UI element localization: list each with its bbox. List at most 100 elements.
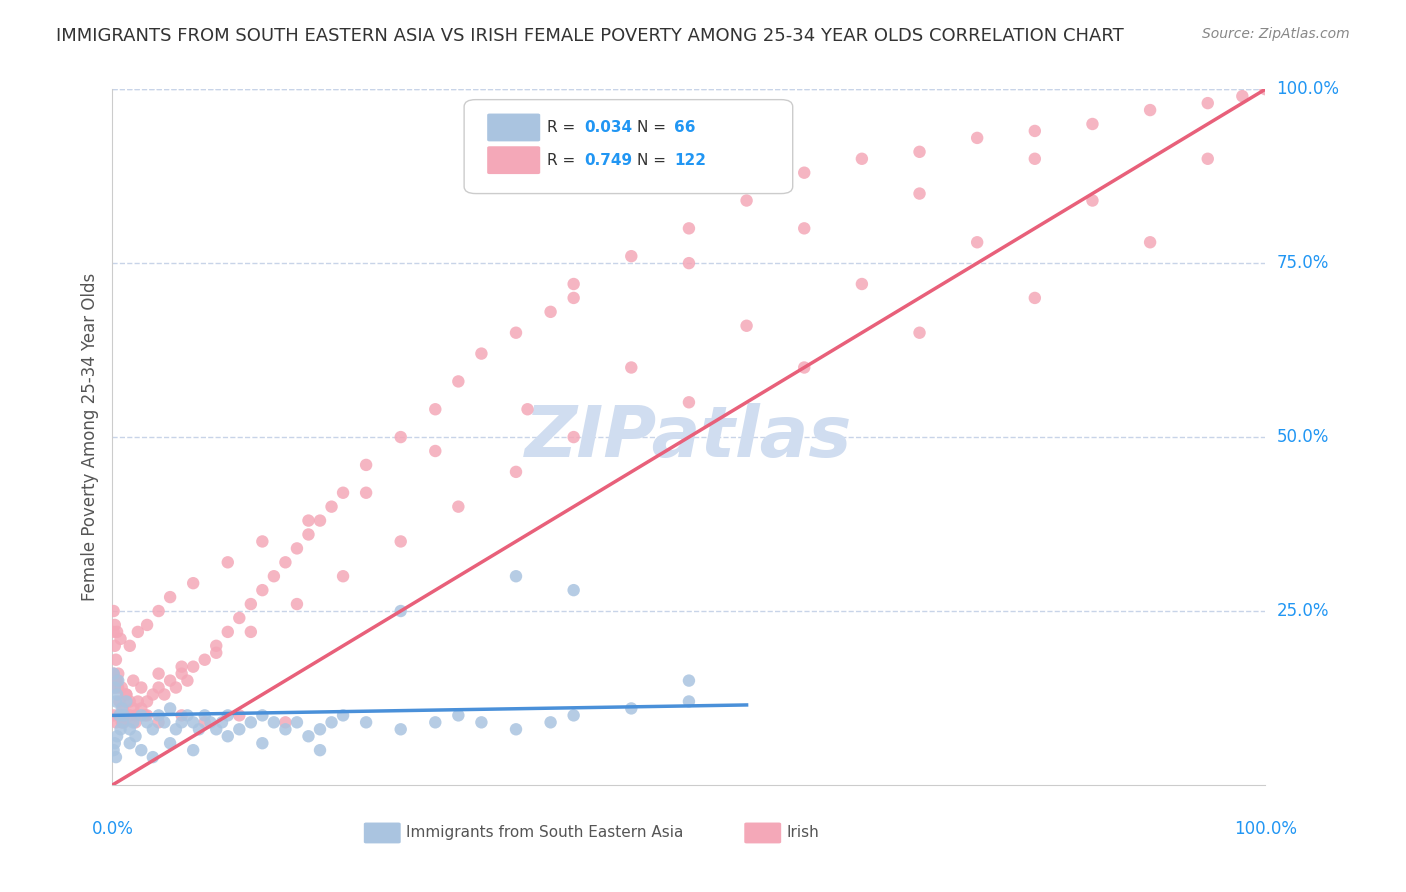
Immigrants from South Eastern Asia [297, 729, 319, 743]
Irish [678, 221, 700, 235]
Irish [115, 688, 138, 702]
Irish [122, 673, 145, 688]
Irish [470, 346, 492, 360]
Text: N =: N = [637, 153, 671, 168]
Irish [104, 681, 127, 695]
Immigrants from South Eastern Asia [105, 729, 128, 743]
Irish [793, 360, 815, 375]
Immigrants from South Eastern Asia [148, 708, 170, 723]
Irish [194, 715, 217, 730]
Text: 75.0%: 75.0% [1277, 254, 1329, 272]
Y-axis label: Female Poverty Among 25-34 Year Olds: Female Poverty Among 25-34 Year Olds [80, 273, 98, 601]
Irish [118, 708, 141, 723]
Immigrants from South Eastern Asia [115, 694, 138, 708]
Immigrants from South Eastern Asia [620, 701, 643, 715]
Irish [239, 624, 262, 639]
Immigrants from South Eastern Asia [285, 715, 308, 730]
Irish [104, 639, 127, 653]
Irish [142, 688, 165, 702]
Irish [354, 485, 377, 500]
Irish [1024, 124, 1046, 138]
Irish [136, 694, 159, 708]
Irish [793, 166, 815, 180]
Immigrants from South Eastern Asia [389, 604, 412, 618]
FancyBboxPatch shape [464, 100, 793, 194]
Immigrants from South Eastern Asia [239, 715, 262, 730]
Immigrants from South Eastern Asia [354, 715, 377, 730]
Irish [389, 534, 412, 549]
Irish [112, 708, 135, 723]
Irish [176, 673, 198, 688]
Irish [1081, 194, 1104, 208]
Immigrants from South Eastern Asia [188, 723, 211, 737]
Irish [332, 569, 354, 583]
Text: R =: R = [547, 153, 581, 168]
Immigrants from South Eastern Asia [505, 723, 527, 737]
Text: Immigrants from South Eastern Asia: Immigrants from South Eastern Asia [406, 825, 683, 839]
Irish [108, 694, 131, 708]
Irish [252, 583, 274, 598]
Irish [425, 402, 447, 417]
Irish [274, 555, 297, 569]
Irish [285, 541, 308, 556]
Immigrants from South Eastern Asia [111, 701, 134, 715]
Irish [103, 604, 125, 618]
Immigrants from South Eastern Asia [159, 736, 181, 750]
Irish [148, 715, 170, 730]
Immigrants from South Eastern Asia [228, 723, 250, 737]
Immigrants from South Eastern Asia [176, 708, 198, 723]
Irish [1081, 117, 1104, 131]
Immigrants from South Eastern Asia [263, 715, 285, 730]
Irish [678, 395, 700, 409]
Irish [134, 708, 156, 723]
Irish [111, 701, 134, 715]
Irish [793, 221, 815, 235]
Immigrants from South Eastern Asia [447, 708, 470, 723]
Irish [110, 708, 132, 723]
Irish [263, 569, 285, 583]
Immigrants from South Eastern Asia [111, 715, 134, 730]
Text: 66: 66 [673, 120, 696, 135]
Irish [111, 715, 134, 730]
FancyBboxPatch shape [364, 822, 401, 844]
Immigrants from South Eastern Asia [181, 715, 204, 730]
Irish [620, 360, 643, 375]
Immigrants from South Eastern Asia [142, 723, 165, 737]
Irish [735, 194, 758, 208]
Irish [447, 500, 470, 514]
Irish [181, 659, 204, 673]
Immigrants from South Eastern Asia [217, 729, 239, 743]
Irish [127, 624, 149, 639]
Irish [1254, 82, 1277, 96]
Irish [170, 666, 193, 681]
Irish [181, 576, 204, 591]
Immigrants from South Eastern Asia [170, 715, 193, 730]
Text: 100.0%: 100.0% [1234, 820, 1296, 838]
FancyBboxPatch shape [488, 146, 540, 174]
Immigrants from South Eastern Asia [136, 715, 159, 730]
Irish [159, 590, 181, 604]
Irish [851, 277, 873, 291]
Irish [540, 305, 562, 319]
Irish [165, 681, 187, 695]
Irish [124, 708, 146, 723]
Irish [252, 534, 274, 549]
Irish [111, 681, 134, 695]
Irish [447, 375, 470, 389]
Irish [104, 653, 127, 667]
Irish [321, 500, 343, 514]
Irish [1197, 96, 1219, 111]
Immigrants from South Eastern Asia [103, 743, 125, 757]
Immigrants from South Eastern Asia [252, 708, 274, 723]
Immigrants from South Eastern Asia [505, 569, 527, 583]
Irish [205, 646, 228, 660]
Irish [354, 458, 377, 472]
Irish [107, 681, 129, 695]
Immigrants from South Eastern Asia [108, 708, 131, 723]
Immigrants from South Eastern Asia [129, 743, 153, 757]
Irish [678, 256, 700, 270]
Irish [425, 444, 447, 458]
Irish [228, 611, 250, 625]
Irish [217, 555, 239, 569]
Irish [159, 673, 181, 688]
